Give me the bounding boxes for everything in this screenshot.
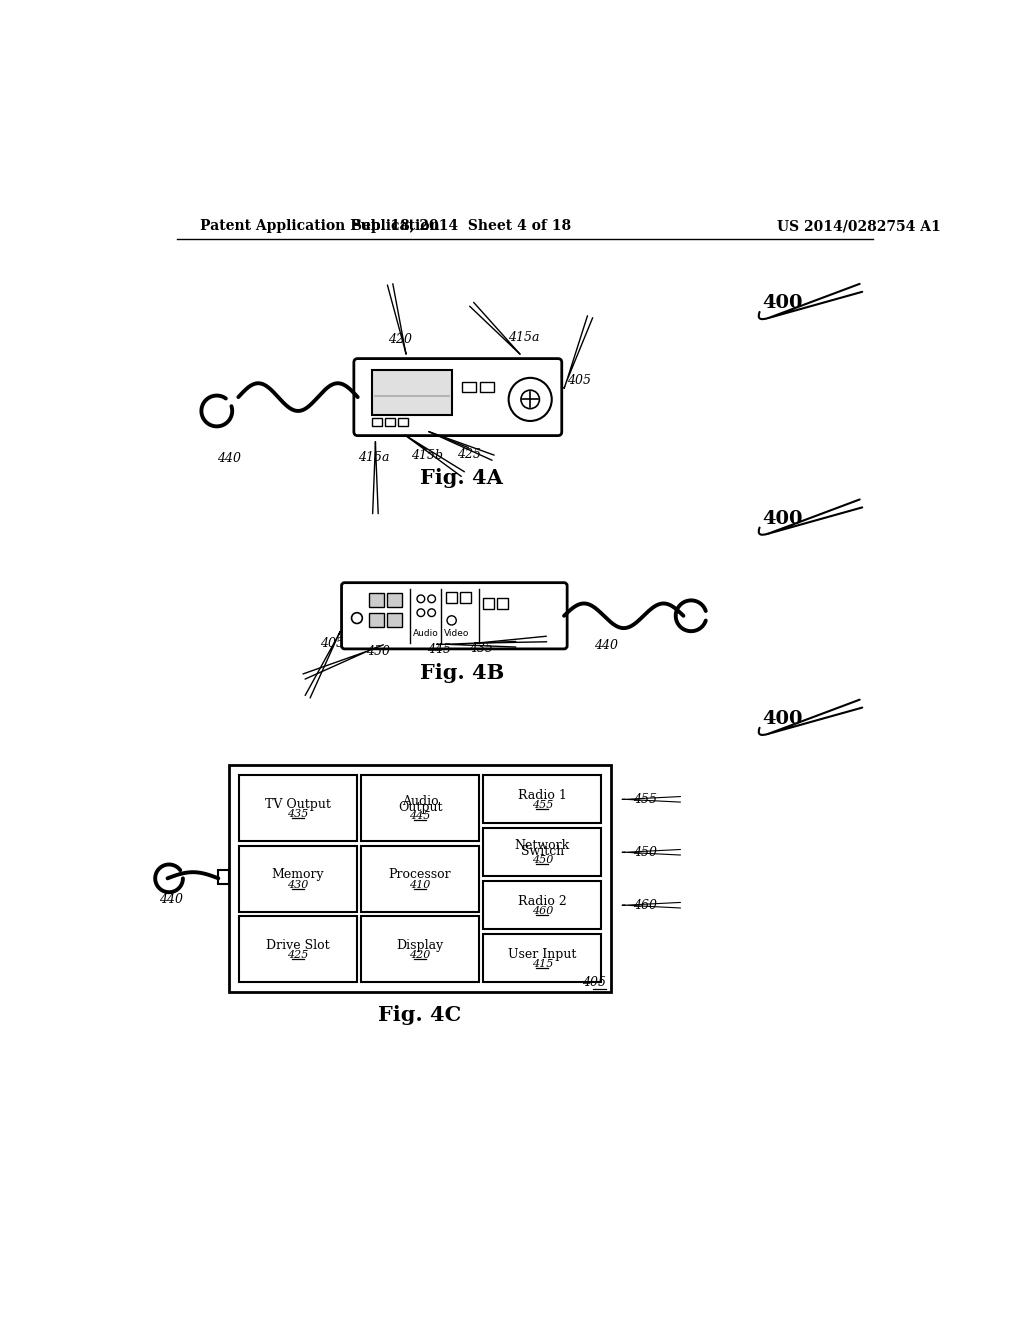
- Text: 445: 445: [427, 643, 451, 656]
- Text: 440: 440: [159, 892, 182, 906]
- Bar: [480, 383, 494, 392]
- Text: 460: 460: [633, 899, 656, 912]
- Bar: [446, 591, 457, 603]
- Text: Radio 2: Radio 2: [518, 895, 566, 908]
- Text: 455: 455: [531, 800, 553, 810]
- Text: 400: 400: [762, 710, 803, 727]
- Bar: [361, 916, 479, 982]
- Text: 430: 430: [287, 880, 308, 890]
- FancyBboxPatch shape: [342, 582, 567, 649]
- Text: 405: 405: [567, 374, 591, 387]
- Text: 410: 410: [410, 880, 431, 890]
- Bar: [483, 598, 494, 609]
- Text: Fig. 4C: Fig. 4C: [378, 1005, 461, 1024]
- Text: Radio 1: Radio 1: [518, 789, 566, 803]
- Bar: [483, 880, 601, 929]
- Bar: [370, 612, 384, 627]
- Text: 455: 455: [633, 793, 656, 805]
- Text: 425: 425: [287, 950, 308, 961]
- Text: TV Output: TV Output: [265, 797, 331, 810]
- Text: 460: 460: [531, 907, 553, 916]
- Text: Video: Video: [444, 630, 470, 638]
- Text: 450: 450: [367, 644, 390, 657]
- Bar: [483, 935, 601, 982]
- Text: Fig. 4A: Fig. 4A: [420, 469, 503, 488]
- Text: Memory: Memory: [271, 869, 325, 882]
- Bar: [497, 598, 508, 609]
- Bar: [361, 846, 479, 912]
- Text: 450: 450: [531, 855, 553, 865]
- Text: US 2014/0282754 A1: US 2014/0282754 A1: [777, 219, 941, 234]
- Text: Patent Application Publication: Patent Application Publication: [200, 219, 439, 234]
- Text: 415a: 415a: [358, 450, 389, 463]
- Bar: [372, 370, 453, 414]
- Text: Processor: Processor: [389, 869, 452, 882]
- Text: Sep. 18, 2014  Sheet 4 of 18: Sep. 18, 2014 Sheet 4 of 18: [352, 219, 571, 234]
- Text: 425: 425: [458, 447, 481, 461]
- Text: 405: 405: [321, 638, 344, 649]
- Text: 440: 440: [594, 639, 618, 652]
- Bar: [387, 594, 401, 607]
- Text: 440: 440: [217, 453, 241, 465]
- Bar: [218, 870, 229, 884]
- Text: 435: 435: [469, 642, 493, 655]
- Bar: [483, 828, 601, 876]
- Text: 400: 400: [762, 510, 803, 528]
- Text: 405: 405: [583, 977, 606, 989]
- Text: 415b: 415b: [411, 449, 443, 462]
- Text: 400: 400: [762, 294, 803, 312]
- Text: 435: 435: [287, 809, 308, 820]
- Text: Display: Display: [396, 939, 443, 952]
- Bar: [240, 846, 356, 912]
- Text: 420: 420: [410, 950, 431, 961]
- Bar: [387, 612, 401, 627]
- Text: Switch: Switch: [520, 845, 564, 858]
- Text: 420: 420: [388, 333, 412, 346]
- Bar: [372, 418, 382, 425]
- Text: Drive Slot: Drive Slot: [266, 939, 330, 952]
- Text: Output: Output: [398, 801, 442, 814]
- Bar: [462, 383, 475, 392]
- Text: 415: 415: [531, 960, 553, 969]
- Text: 450: 450: [633, 846, 656, 859]
- Bar: [397, 418, 408, 425]
- Bar: [460, 591, 471, 603]
- Bar: [370, 594, 384, 607]
- Text: Audio: Audio: [414, 630, 439, 638]
- Bar: [240, 775, 356, 841]
- Text: 415a: 415a: [508, 330, 540, 343]
- Bar: [229, 766, 611, 993]
- Text: 445: 445: [410, 810, 431, 821]
- FancyBboxPatch shape: [354, 359, 562, 436]
- Bar: [385, 418, 394, 425]
- Text: Network: Network: [515, 838, 570, 851]
- Bar: [240, 916, 356, 982]
- Bar: [361, 775, 479, 841]
- Bar: [483, 775, 601, 824]
- Text: Fig. 4B: Fig. 4B: [420, 663, 504, 682]
- Text: User Input: User Input: [508, 948, 577, 961]
- Text: Audio: Audio: [401, 795, 438, 808]
